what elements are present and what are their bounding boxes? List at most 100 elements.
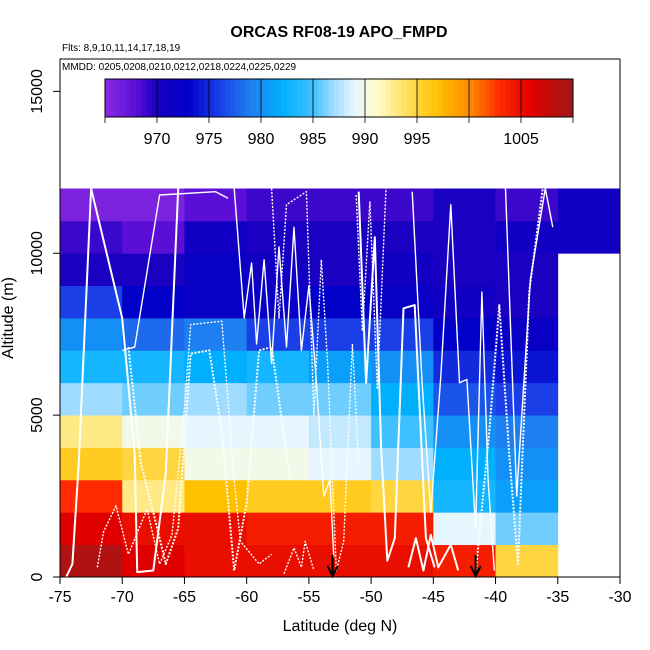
colorbar-swatch bbox=[380, 79, 387, 117]
heatmap-cell bbox=[184, 285, 248, 319]
location-markers bbox=[326, 555, 482, 579]
heatmap-cell bbox=[495, 512, 559, 546]
heatmap-cell bbox=[122, 447, 185, 481]
colorbar-swatch bbox=[401, 79, 408, 117]
x-tick-label: -65 bbox=[173, 589, 196, 606]
colorbar-swatch bbox=[287, 79, 293, 117]
colorbar-tick-label: 980 bbox=[248, 131, 275, 148]
colorbar-swatch bbox=[339, 79, 345, 117]
flight-profile-line bbox=[96, 320, 273, 568]
colorbar-swatch bbox=[391, 79, 397, 117]
colorbar-swatch bbox=[224, 79, 231, 117]
colorbar-swatch bbox=[411, 79, 418, 117]
colorbar-swatch bbox=[526, 79, 532, 117]
colorbar-tick-label: 970 bbox=[144, 131, 171, 148]
colorbar-swatch bbox=[157, 79, 163, 117]
colorbar-swatch bbox=[489, 79, 496, 117]
heatmap-cell bbox=[246, 415, 310, 448]
colorbar-swatch bbox=[328, 79, 335, 117]
colorbar-swatch bbox=[562, 79, 569, 117]
colorbar-swatch bbox=[427, 79, 434, 117]
flight-profile-line bbox=[233, 188, 335, 558]
colorbar-swatch bbox=[396, 79, 402, 117]
colorbar-swatch bbox=[541, 79, 548, 117]
flight-profile-line bbox=[357, 191, 436, 568]
heatmap-cell bbox=[60, 512, 123, 546]
colorbar-swatch bbox=[547, 79, 553, 117]
heatmap-cell bbox=[60, 382, 123, 416]
colorbar-swatch bbox=[437, 79, 444, 117]
heatmap-cell bbox=[433, 382, 496, 416]
colorbar-swatch bbox=[557, 79, 564, 117]
colorbar-tick-label: 985 bbox=[300, 131, 327, 148]
heatmap-cell bbox=[495, 479, 559, 513]
heatmap-cell bbox=[122, 220, 185, 254]
flight-profile-line bbox=[127, 346, 292, 572]
heatmap-cell bbox=[122, 479, 185, 513]
colorbar-swatch bbox=[209, 79, 215, 117]
colorbar-swatch bbox=[198, 79, 205, 117]
colorbar-swatch bbox=[167, 79, 174, 117]
flight-profile-line bbox=[283, 540, 315, 575]
heatmap-cell bbox=[184, 447, 248, 481]
heatmap-cell bbox=[433, 285, 496, 319]
flight-profiles bbox=[65, 187, 554, 578]
heatmap-cell bbox=[308, 350, 372, 384]
colorbar-swatch bbox=[479, 79, 486, 117]
heatmap-cell bbox=[184, 544, 248, 578]
colorbar-swatch bbox=[318, 79, 324, 117]
colorbar-swatch bbox=[484, 79, 491, 117]
heatmap-cell bbox=[371, 544, 434, 578]
colorbar-swatch bbox=[255, 79, 262, 117]
colorbar-swatch bbox=[349, 79, 356, 117]
y-tick-label: 5000 bbox=[29, 397, 46, 433]
heatmap-cell bbox=[495, 382, 559, 416]
x-tick-label: -40 bbox=[484, 589, 507, 606]
heatmap-cell bbox=[495, 544, 559, 578]
heatmap-cell bbox=[60, 220, 123, 254]
heatmap-cell bbox=[60, 447, 123, 481]
heatmap-cell bbox=[308, 220, 372, 254]
colorbar-swatch bbox=[536, 79, 543, 117]
colorbar-swatch bbox=[261, 79, 267, 117]
colorbar-swatch bbox=[567, 79, 574, 117]
heatmap-cell bbox=[433, 512, 496, 546]
x-tick-label: -35 bbox=[546, 589, 569, 606]
heatmap-cell bbox=[308, 544, 372, 578]
heatmap-cell bbox=[308, 447, 372, 481]
heatmap-cell bbox=[371, 188, 434, 222]
colorbar-swatch bbox=[146, 79, 153, 117]
colorbar-tick-label: 995 bbox=[404, 131, 431, 148]
heatmap-cell bbox=[308, 512, 372, 546]
colorbar-swatch bbox=[307, 79, 314, 117]
colorbar-swatch bbox=[141, 79, 148, 117]
colorbar-swatch bbox=[188, 79, 194, 117]
colorbar-swatch bbox=[115, 79, 122, 117]
heatmap-cell bbox=[371, 512, 434, 546]
colorbar-swatch bbox=[359, 79, 366, 117]
heatmap-cell bbox=[60, 285, 123, 319]
x-tick-label: -45 bbox=[422, 589, 445, 606]
heatmap-cell bbox=[184, 253, 248, 287]
colorbar-swatch bbox=[453, 79, 460, 117]
heatmap-cell bbox=[184, 512, 248, 546]
heatmap-cell bbox=[246, 447, 310, 481]
heatmap-cell bbox=[122, 350, 185, 384]
colorbar-swatch bbox=[344, 79, 350, 117]
colorbar-swatch bbox=[500, 79, 506, 117]
heatmap-cell bbox=[60, 479, 123, 513]
colorbar-swatch bbox=[105, 79, 111, 117]
heatmap-cell bbox=[184, 479, 248, 513]
heatmap-cell bbox=[495, 415, 559, 448]
y-axis: 0 5000 10000 15000 bbox=[29, 59, 61, 581]
colorbar-swatch bbox=[495, 79, 501, 117]
colorbar-swatch bbox=[313, 79, 319, 117]
heatmap-cell bbox=[433, 188, 496, 222]
colorbar-swatch bbox=[354, 79, 361, 117]
colorbar-swatch bbox=[151, 79, 158, 117]
x-tick-label: -70 bbox=[111, 589, 134, 606]
heatmap-cell bbox=[60, 544, 123, 578]
heatmap-cell bbox=[308, 188, 372, 222]
x-tick-label: -30 bbox=[608, 589, 631, 606]
colorbar-swatch bbox=[120, 79, 127, 117]
